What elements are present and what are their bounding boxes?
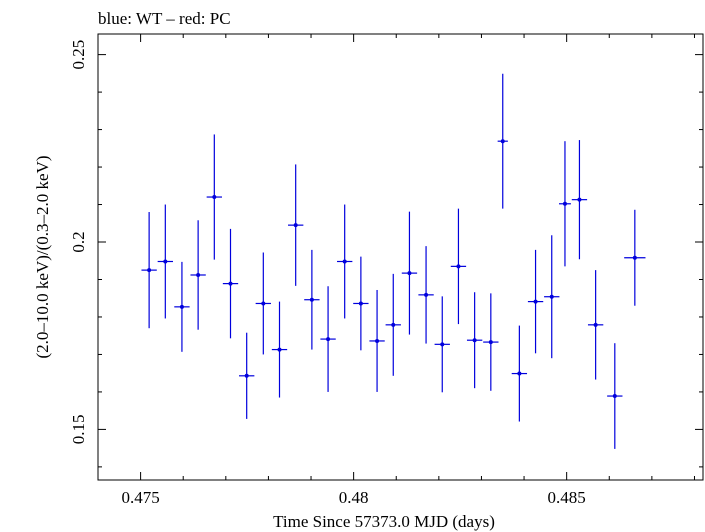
data-point	[571, 140, 588, 260]
point-marker	[277, 347, 282, 352]
point-marker	[424, 292, 429, 297]
data-point	[483, 293, 499, 391]
point-marker	[293, 223, 298, 228]
plot-frame	[97, 33, 704, 481]
x-tick-label: 0.475	[121, 488, 159, 507]
y-tick-label: 0.25	[69, 40, 88, 70]
data-point	[337, 204, 353, 319]
point-marker	[358, 301, 363, 306]
point-marker	[632, 255, 637, 260]
point-marker	[500, 139, 505, 144]
y-tick-label: 0.2	[69, 231, 88, 252]
data-point	[434, 296, 450, 393]
data-point	[624, 209, 646, 306]
point-marker	[309, 297, 314, 302]
point-marker	[456, 264, 461, 269]
data-point	[544, 235, 560, 359]
data-point	[353, 256, 369, 351]
data-point	[206, 134, 222, 260]
data-point	[587, 270, 604, 380]
point-marker	[147, 268, 152, 273]
point-marker	[612, 394, 617, 399]
point-marker	[533, 299, 538, 304]
x-tick-label: 0.48	[339, 488, 369, 507]
point-marker	[549, 294, 554, 299]
data-point	[369, 289, 385, 392]
axis-tick-labels: 0.475 0.48 0.485 0.15 0.2 0.25	[69, 40, 586, 507]
data-point	[222, 228, 239, 339]
point-marker	[261, 301, 266, 306]
point-marker	[562, 201, 567, 206]
data-point	[255, 252, 271, 355]
data-point	[288, 164, 304, 286]
data-point	[239, 332, 255, 419]
axis-ticks	[97, 34, 703, 480]
y-axis-label: (2.0–10.0 keV)/(0.3–2.0 keV)	[33, 155, 52, 358]
data-point	[174, 261, 190, 352]
point-marker	[472, 338, 477, 343]
data-point	[497, 73, 508, 209]
data-point	[304, 249, 320, 350]
point-marker	[375, 338, 380, 343]
point-marker	[244, 373, 249, 378]
data-point	[157, 204, 173, 319]
point-marker	[196, 272, 201, 277]
data-point	[271, 301, 288, 398]
data-point	[607, 343, 623, 449]
point-marker	[391, 322, 396, 327]
point-marker	[342, 259, 347, 264]
point-marker	[407, 271, 412, 276]
point-marker	[488, 340, 493, 345]
point-marker	[228, 281, 233, 286]
point-marker	[577, 197, 582, 202]
point-marker	[326, 337, 331, 342]
y-tick-label: 0.15	[69, 415, 88, 445]
x-tick-label: 0.485	[548, 488, 586, 507]
data-points	[141, 73, 646, 449]
data-point	[401, 211, 418, 335]
data-point	[511, 325, 528, 422]
chart-title: blue: WT – red: PC	[98, 9, 231, 28]
point-marker	[440, 342, 445, 347]
data-point	[450, 208, 467, 325]
data-point	[558, 141, 571, 267]
data-point	[527, 249, 544, 354]
data-point	[466, 292, 483, 389]
x-axis-label: Time Since 57373.0 MJD (days)	[273, 512, 495, 531]
point-marker	[517, 371, 522, 376]
point-marker	[593, 322, 598, 327]
data-point	[385, 273, 401, 376]
data-point	[190, 220, 206, 330]
data-point	[320, 286, 336, 392]
point-marker	[212, 195, 217, 200]
data-point	[141, 212, 157, 329]
point-marker	[179, 304, 184, 309]
point-marker	[163, 259, 168, 264]
data-point	[418, 246, 434, 344]
